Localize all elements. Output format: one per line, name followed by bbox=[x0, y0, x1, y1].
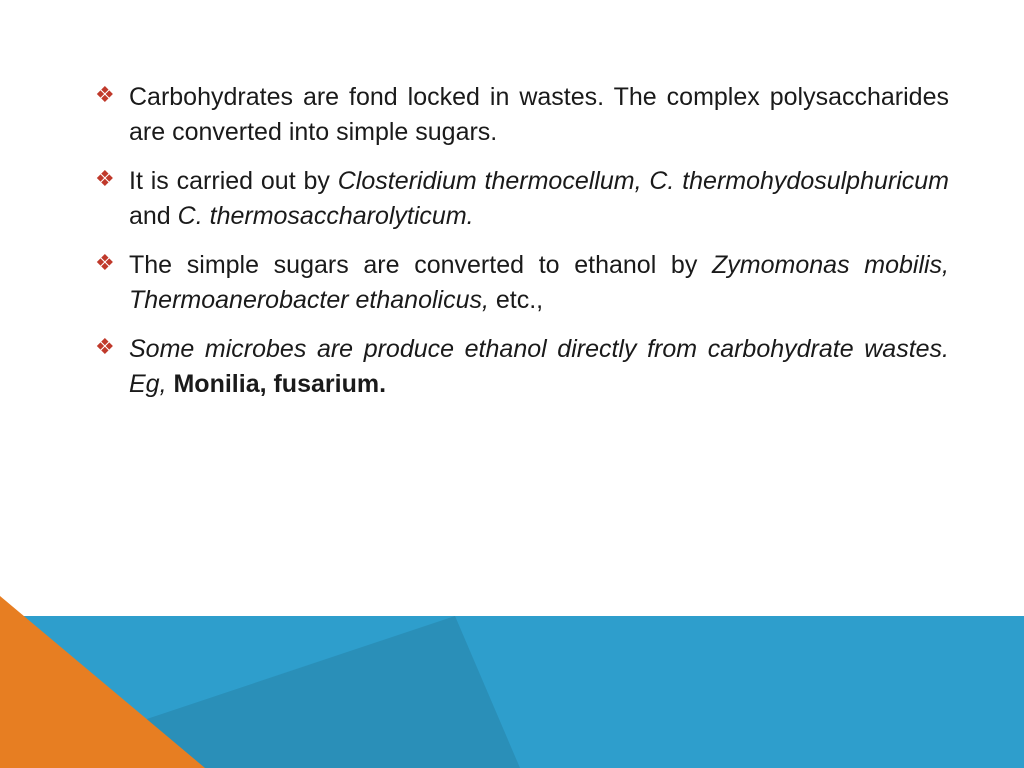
footer-decoration bbox=[0, 568, 1024, 768]
slide: Carbohydrates are fond locked in wastes.… bbox=[0, 0, 1024, 768]
text-run: The simple sugars are converted to ethan… bbox=[129, 251, 712, 279]
decoration-svg bbox=[0, 568, 1024, 768]
text-run: Carbohydrates are fond locked in wastes.… bbox=[129, 83, 949, 146]
bullet-item-2: The simple sugars are converted to ethan… bbox=[95, 248, 949, 318]
decor-shape bbox=[455, 616, 1024, 768]
bullet-list: Carbohydrates are fond locked in wastes.… bbox=[95, 80, 949, 402]
text-run: and bbox=[129, 202, 178, 230]
text-run: Closteridium thermocellum, C. thermohydo… bbox=[338, 167, 949, 195]
bullet-item-3: Some microbes are produce ethanol direct… bbox=[95, 332, 949, 402]
text-run: etc., bbox=[489, 286, 543, 314]
text-run: Monilia, fusarium. bbox=[173, 370, 386, 398]
text-run: C. thermosaccharolyticum. bbox=[178, 202, 474, 230]
bullet-item-1: It is carried out by Closteridium thermo… bbox=[95, 164, 949, 234]
slide-content: Carbohydrates are fond locked in wastes.… bbox=[95, 80, 949, 416]
text-run: It is carried out by bbox=[129, 167, 338, 195]
bullet-item-0: Carbohydrates are fond locked in wastes.… bbox=[95, 80, 949, 150]
